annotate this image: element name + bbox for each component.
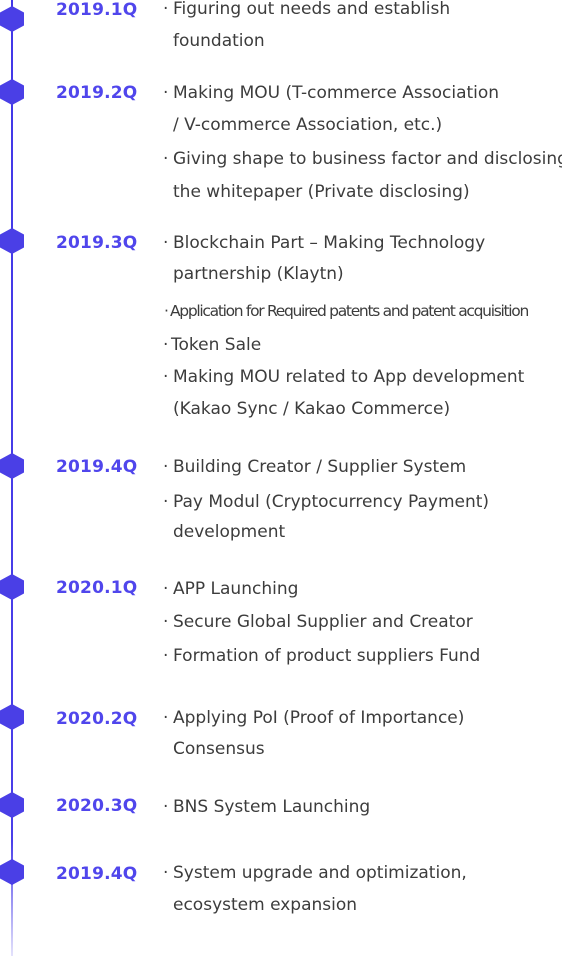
milestone-quarter: 2020.3Q xyxy=(56,796,138,816)
timeline-node xyxy=(0,79,24,105)
milestone-item-line: partnership (Klaytn) xyxy=(173,264,344,284)
timeline-node xyxy=(0,792,24,818)
milestone-quarter: 2019.4Q xyxy=(56,457,138,477)
milestone-item-line: Consensus xyxy=(173,739,265,759)
milestone-item-line: · Formation of product suppliers Fund xyxy=(163,646,481,666)
milestone-item-line: · Application for Required patents and pa… xyxy=(164,302,529,320)
milestone-item-line: development xyxy=(173,522,286,542)
milestone-item-line: · Making MOU (T-commerce Association xyxy=(163,83,500,103)
milestone-item-line: the whitepaper (Private disclosing) xyxy=(173,182,470,202)
milestone-quarter: 2019.3Q xyxy=(56,233,138,253)
milestone-item-line: · Secure Global Supplier and Creator xyxy=(163,612,473,632)
milestone-item-line: · APP Launching xyxy=(163,579,299,599)
milestone-item-line: · Giving shape to business factor and dis… xyxy=(163,149,562,169)
milestone-item-line: · Making MOU related to App development xyxy=(163,367,525,387)
milestone-item-line: (Kakao Sync / Kakao Commerce) xyxy=(173,399,451,419)
milestone-item-line: ecosystem expansion xyxy=(173,895,358,915)
milestone-item-line: · System upgrade and optimization, xyxy=(163,863,467,883)
timeline-node xyxy=(0,6,24,32)
milestone-item-line: · Figuring out needs and establish xyxy=(163,0,450,25)
milestone-item-line: · Pay Modul (Cryptocurrency Payment) xyxy=(163,492,490,512)
bullet: · xyxy=(163,0,169,19)
milestone-item-line: · Token Sale xyxy=(163,335,262,355)
milestone-quarter: 2020.1Q xyxy=(56,578,138,598)
milestone-item-line: foundation xyxy=(173,31,265,51)
timeline-node xyxy=(0,704,24,730)
milestone-quarter: 2019.4Q xyxy=(56,864,138,884)
milestone-item-line: · Applying PoI (Proof of Importance) xyxy=(163,708,465,728)
timeline-node xyxy=(0,574,24,600)
milestone-item-line: · BNS System Launching xyxy=(163,797,371,817)
milestone-quarter: 2020.2Q xyxy=(56,709,138,729)
milestone-quarter: 2019.1Q xyxy=(56,0,138,20)
milestone-item-line: / V-commerce Association, etc.) xyxy=(173,115,443,135)
milestone-item-line: · Blockchain Part – Making Technology xyxy=(163,233,486,253)
milestone-item-line: · Building Creator / Supplier System xyxy=(163,457,467,477)
timeline-node xyxy=(0,453,24,479)
timeline-node xyxy=(0,859,24,885)
milestone-quarter: 2019.2Q xyxy=(56,83,138,103)
timeline-node xyxy=(0,228,24,254)
